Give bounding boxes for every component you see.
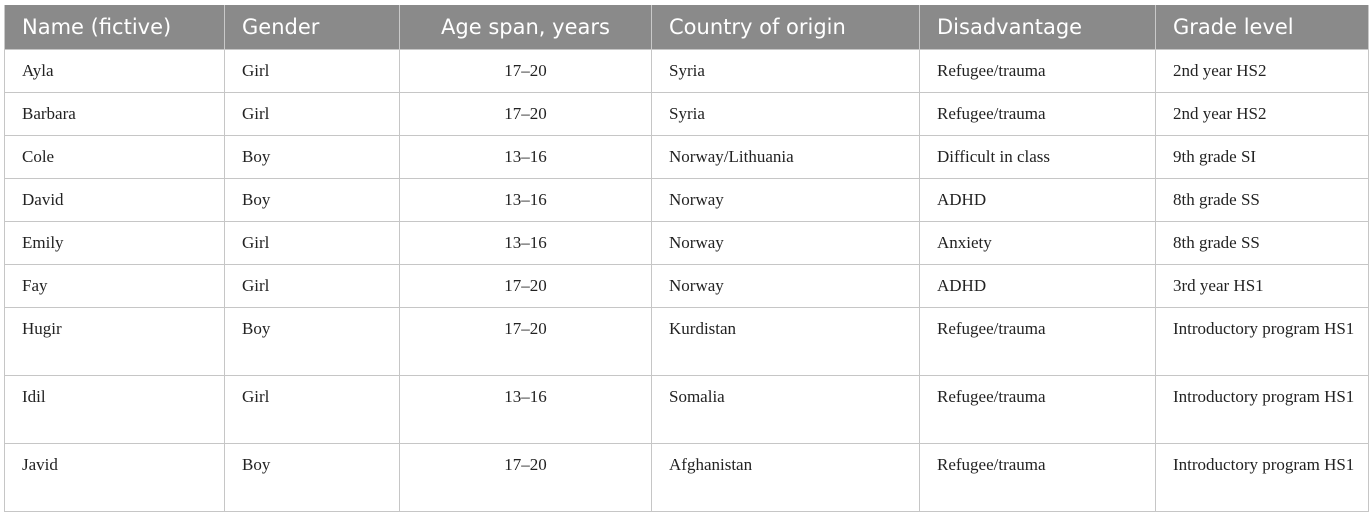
cell-age-span: 17–20 [399, 307, 652, 376]
cell-name: David [4, 178, 225, 222]
table-row: Ayla Girl 17–20 Syria Refugee/trauma 2nd… [4, 49, 1369, 93]
header-country: Country of origin [651, 5, 920, 50]
cell-disadvantage: Refugee/trauma [919, 375, 1156, 444]
cell-country: Afghanistan [651, 443, 920, 512]
cell-gender: Girl [224, 221, 400, 265]
cell-gender: Girl [224, 92, 400, 136]
cell-disadvantage: Refugee/trauma [919, 49, 1156, 93]
header-row: Name (fictive) Gender Age span, years Co… [4, 5, 1369, 50]
cell-age-span: 17–20 [399, 264, 652, 308]
table-header: Name (fictive) Gender Age span, years Co… [4, 5, 1369, 50]
cell-name: Idil [4, 375, 225, 444]
cell-age-span: 17–20 [399, 92, 652, 136]
cell-grade-level: Introductory program HS1 [1155, 443, 1369, 512]
cell-gender: Boy [224, 443, 400, 512]
header-name: Name (fictive) [4, 5, 225, 50]
table-row: Cole Boy 13–16 Norway/Lithuania Difficul… [4, 135, 1369, 179]
cell-gender: Girl [224, 264, 400, 308]
cell-country: Norway [651, 221, 920, 265]
cell-name: Ayla [4, 49, 225, 93]
table-row: Barbara Girl 17–20 Syria Refugee/trauma … [4, 92, 1369, 136]
cell-gender: Boy [224, 135, 400, 179]
cell-disadvantage: ADHD [919, 178, 1156, 222]
table-row: Idil Girl 13–16 Somalia Refugee/trauma I… [4, 375, 1369, 444]
cell-country: Syria [651, 49, 920, 93]
table-body: Ayla Girl 17–20 Syria Refugee/trauma 2nd… [4, 49, 1369, 512]
cell-grade-level: 3rd year HS1 [1155, 264, 1369, 308]
cell-name: Barbara [4, 92, 225, 136]
cell-disadvantage: Difficult in class [919, 135, 1156, 179]
header-grade-level: Grade level [1155, 5, 1369, 50]
cell-country: Norway/Lithuania [651, 135, 920, 179]
cell-country: Syria [651, 92, 920, 136]
header-disadvantage: Disadvantage [919, 5, 1156, 50]
cell-grade-level: 8th grade SS [1155, 221, 1369, 265]
cell-grade-level: 2nd year HS2 [1155, 92, 1369, 136]
cell-gender: Boy [224, 307, 400, 376]
cell-grade-level: 9th grade SI [1155, 135, 1369, 179]
cell-age-span: 17–20 [399, 443, 652, 512]
cell-name: Cole [4, 135, 225, 179]
participants-table: Name (fictive) Gender Age span, years Co… [4, 5, 1369, 512]
cell-disadvantage: Refugee/trauma [919, 307, 1156, 376]
cell-age-span: 17–20 [399, 49, 652, 93]
cell-disadvantage: ADHD [919, 264, 1156, 308]
cell-name: Hugir [4, 307, 225, 376]
table-row: Emily Girl 13–16 Norway Anxiety 8th grad… [4, 221, 1369, 265]
cell-age-span: 13–16 [399, 221, 652, 265]
cell-name: Fay [4, 264, 225, 308]
cell-name: Javid [4, 443, 225, 512]
cell-gender: Girl [224, 375, 400, 444]
cell-grade-level: Introductory program HS1 [1155, 375, 1369, 444]
cell-country: Norway [651, 264, 920, 308]
cell-country: Kurdistan [651, 307, 920, 376]
cell-age-span: 13–16 [399, 375, 652, 444]
cell-disadvantage: Refugee/trauma [919, 92, 1156, 136]
cell-grade-level: 2nd year HS2 [1155, 49, 1369, 93]
cell-gender: Girl [224, 49, 400, 93]
header-gender: Gender [224, 5, 400, 50]
cell-country: Norway [651, 178, 920, 222]
cell-disadvantage: Anxiety [919, 221, 1156, 265]
cell-gender: Boy [224, 178, 400, 222]
table-row: Hugir Boy 17–20 Kurdistan Refugee/trauma… [4, 307, 1369, 376]
cell-grade-level: Introductory program HS1 [1155, 307, 1369, 376]
cell-grade-level: 8th grade SS [1155, 178, 1369, 222]
cell-country: Somalia [651, 375, 920, 444]
table-row: David Boy 13–16 Norway ADHD 8th grade SS [4, 178, 1369, 222]
cell-disadvantage: Refugee/trauma [919, 443, 1156, 512]
header-age-span: Age span, years [399, 5, 652, 50]
cell-age-span: 13–16 [399, 178, 652, 222]
table-row: Fay Girl 17–20 Norway ADHD 3rd year HS1 [4, 264, 1369, 308]
cell-name: Emily [4, 221, 225, 265]
cell-age-span: 13–16 [399, 135, 652, 179]
table-row: Javid Boy 17–20 Afghanistan Refugee/trau… [4, 443, 1369, 512]
